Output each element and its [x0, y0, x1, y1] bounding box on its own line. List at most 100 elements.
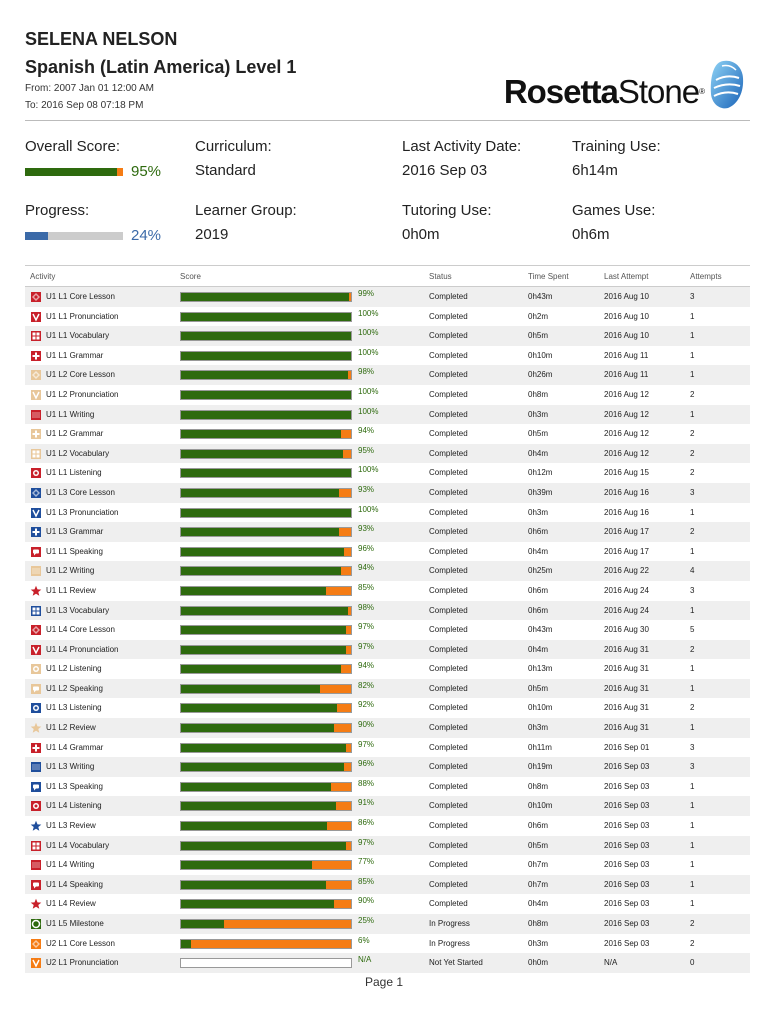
red-pronunciation-icon [30, 311, 42, 323]
score-percent: 99% [358, 289, 375, 298]
overall-score: Overall Score: 95% [25, 138, 161, 180]
attempts: 1 [690, 840, 695, 850]
attempts: 4 [690, 566, 695, 576]
attempts: 3 [690, 487, 695, 497]
score-percent: 6% [358, 935, 370, 945]
status: Completed [429, 448, 468, 458]
score-bar [180, 742, 352, 753]
table-row: U1 L2 Review 90% Completed 0h3m 2016 Aug 31 1 [25, 718, 750, 738]
tan-pronunciation-icon [30, 389, 42, 401]
status: Completed [429, 703, 468, 713]
activity-name: U1 L2 Listening [46, 664, 102, 674]
activity-name: U1 L1 Core Lesson [46, 292, 115, 301]
last-attempt: 2016 Aug 12 [604, 448, 649, 458]
last-attempt: 2016 Sep 03 [604, 879, 650, 889]
learner-group: Learner Group: 2019 [195, 202, 297, 244]
attempts: 2 [690, 448, 695, 458]
score-bar [180, 331, 352, 342]
time-spent: 0h5m [528, 840, 549, 850]
attempts: 0 [690, 958, 695, 968]
table-row: U1 L3 Review 86% Completed 0h6m 2016 Sep 03 1 [25, 816, 750, 836]
last-attempt: N/A [604, 958, 618, 968]
attempts: 1 [690, 370, 695, 380]
score-percent: 77% [358, 857, 375, 867]
score-bar [180, 389, 352, 400]
tutoring-use-label: Tutoring Use: [402, 202, 492, 219]
table-row: U1 L2 Core Lesson 98% Completed 0h26m 2016 A… [25, 365, 750, 385]
time-spent: 0h5m [528, 331, 549, 341]
table-row: U1 L1 Core Lesson 99% Completed 0h43m 2016 A… [25, 287, 750, 307]
time-spent: 0h19m [528, 762, 553, 772]
score-percent: 91% [358, 798, 375, 808]
score-bar [180, 762, 352, 773]
column-status: Status [429, 272, 452, 281]
score-percent: 100% [358, 504, 379, 514]
time-spent: 0h6m [528, 605, 549, 615]
time-spent: 0h43m [528, 292, 553, 301]
column-activity: Activity [30, 272, 56, 281]
progress-percent: 24% [131, 227, 162, 244]
blue-writing-icon [30, 761, 42, 773]
status: Completed [429, 389, 468, 399]
time-spent: 0h39m [528, 487, 553, 497]
table-row: U1 L4 Writing 77% Completed 0h7m 2016 Sep 03… [25, 855, 750, 875]
status: Completed [429, 879, 468, 889]
time-spent: 0h5m [528, 683, 549, 693]
score-percent: 100% [358, 328, 379, 338]
attempts: 3 [690, 585, 695, 595]
rosetta-stone-mark-icon [710, 60, 744, 109]
table-row: U1 L1 Vocabulary 100% Completed 0h5m 2016 Au… [25, 326, 750, 346]
rosetta-stone-logo: RosettaStone® [504, 58, 746, 110]
attempts: 1 [690, 409, 695, 419]
overall-score-label: Overall Score: [25, 138, 121, 155]
score-bar [180, 899, 352, 910]
last-activity-label: Last Activity Date: [402, 138, 522, 155]
time-spent: 0h3m [528, 507, 549, 517]
table-row: U1 L3 Pronunciation 100% Completed 0h3m 2016… [25, 503, 750, 523]
status: Completed [429, 762, 468, 772]
table-row: U1 L2 Vocabulary 95% Completed 0h4m 2016 Aug… [25, 443, 750, 464]
time-spent: 0h26m [528, 370, 553, 380]
attempts: 1 [690, 781, 695, 791]
activity-name: U1 L4 Writing [46, 860, 95, 870]
score-percent: 100% [358, 406, 379, 416]
activity-name: U1 L2 Vocabulary [46, 448, 110, 458]
score-percent: 82% [358, 680, 375, 690]
time-spent: 0h10m [528, 703, 553, 713]
status: Completed [429, 821, 468, 831]
column-score: Score [180, 272, 201, 281]
last-attempt: 2016 Aug 17 [604, 527, 649, 537]
last-attempt: 2016 Aug 10 [604, 331, 649, 341]
blue-diamond-icon [30, 487, 42, 499]
red-diamond-icon [30, 624, 42, 636]
last-attempt: 2016 Sep 03 [604, 860, 650, 870]
table-row: U1 L4 Grammar 97% Completed 0h11m 2016 Sep 0… [25, 738, 750, 758]
status: Completed [429, 507, 468, 517]
last-attempt: 2016 Aug 17 [604, 546, 649, 556]
status: Completed [429, 605, 468, 615]
table-row: U1 L4 Core Lesson 97% Completed 0h43m 2016 A… [25, 620, 750, 640]
activity-name: U1 L1 Vocabulary [46, 331, 110, 341]
last-activity-value: 2016 Sep 03 [402, 162, 488, 179]
games-use-label: Games Use: [572, 202, 656, 219]
table-row: U1 L3 Core Lesson 93% Completed 0h39m 2016 A… [25, 482, 750, 503]
last-attempt: 2016 Aug 24 [604, 585, 649, 595]
activity-name: U1 L1 Speaking [46, 546, 103, 556]
score-percent: 95% [358, 445, 375, 455]
score-bar [180, 938, 352, 949]
blue-review-star-icon [30, 820, 42, 832]
attempts: 2 [690, 389, 695, 399]
table-row: U1 L2 Listening 94% Completed 0h13m 2016 Aug… [25, 659, 750, 679]
learner-group-value: 2019 [195, 226, 229, 243]
status: Completed [429, 527, 468, 537]
activity-name: U1 L3 Core Lesson [46, 487, 115, 497]
table-row: U1 L2 Pronunciation 100% Completed 0h8m 2016… [25, 385, 750, 405]
last-attempt: 2016 Sep 01 [604, 742, 650, 752]
attempts: 5 [690, 625, 695, 635]
score-percent: 100% [358, 465, 379, 475]
last-attempt: 2016 Aug 24 [604, 605, 649, 615]
progress: Progress: 24% [25, 202, 161, 244]
attempts: 2 [690, 938, 695, 948]
activity-name: U1 L2 Review [46, 723, 96, 733]
activity-name: U1 L4 Grammar [46, 742, 104, 752]
